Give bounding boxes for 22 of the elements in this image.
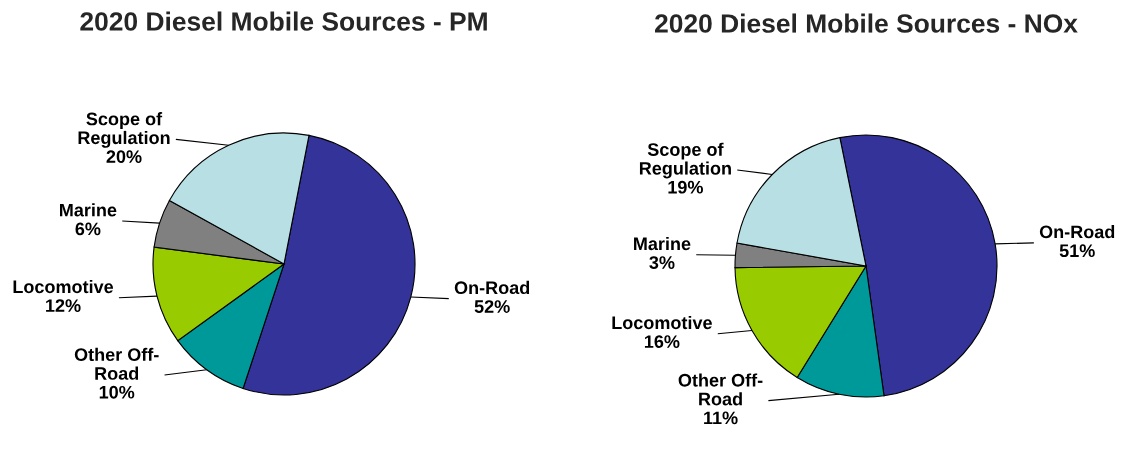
- slice-label: Locomotive: [612, 315, 712, 330]
- data-label: 19%: [668, 180, 703, 194]
- slice-label: Other Off- Road: [74, 347, 159, 380]
- slice-label: On-Road: [1039, 225, 1115, 239]
- slice-label: Scope of Regulation: [78, 112, 170, 148]
- slice-label: On-Road: [454, 280, 530, 295]
- data-label: 3%: [649, 256, 675, 269]
- chart-title: 2020 Diesel Mobile Sources - NOx: [655, 13, 1078, 33]
- slice-label: Locomotive: [13, 279, 114, 294]
- slice-label: Marine: [59, 203, 117, 217]
- data-label: 16%: [644, 335, 680, 348]
- data-label: 10%: [99, 385, 135, 399]
- data-label: 51%: [1059, 244, 1095, 258]
- data-label: 52%: [474, 300, 510, 313]
- data-label: 11%: [704, 411, 738, 425]
- data-label: 20%: [106, 150, 142, 164]
- slice-label: Scope of Regulation: [639, 142, 731, 179]
- slice-label: Other Off- Road: [678, 373, 763, 406]
- chart-title: 2020 Diesel Mobile Sources - PM: [80, 11, 487, 31]
- data-label: 12%: [46, 299, 81, 312]
- slice-label: Marine: [634, 236, 691, 251]
- data-label: 6%: [75, 222, 101, 236]
